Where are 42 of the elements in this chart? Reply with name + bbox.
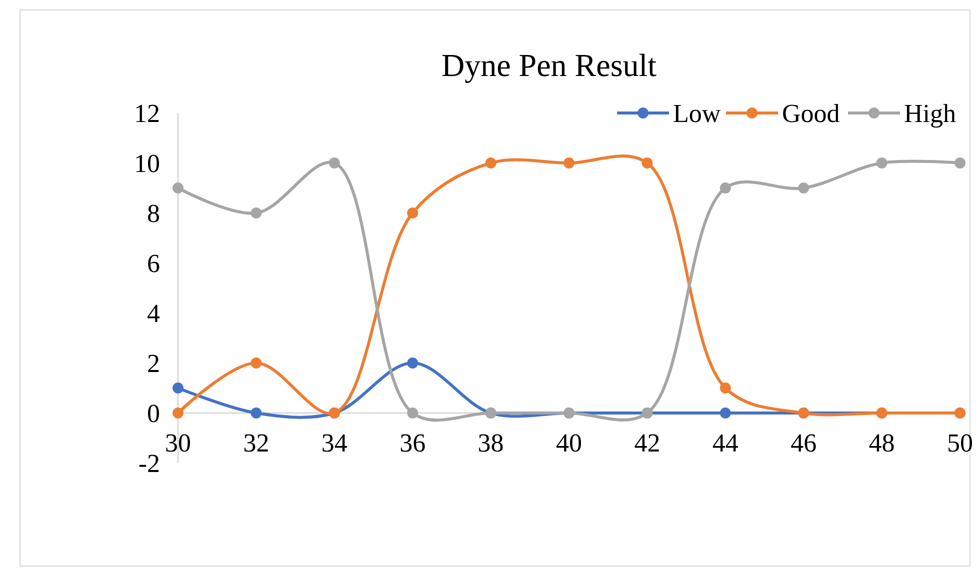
x-tick-label: 32 [243, 428, 270, 458]
x-tick-label: 48 [868, 428, 895, 458]
point [642, 158, 653, 168]
legend-label: Good [782, 99, 840, 128]
x-tick-label: 40 [556, 428, 582, 458]
point [172, 182, 184, 194]
y-tick-label: 4 [147, 299, 160, 328]
x-tick-label: 42 [634, 428, 660, 458]
y-tick-label: -2 [138, 449, 160, 478]
x-tick-label: 36 [400, 428, 426, 458]
x-tick-label: 30 [165, 428, 191, 458]
point [407, 358, 418, 368]
y-tick-label: 0 [147, 399, 160, 428]
legend-label: High [904, 99, 956, 128]
x-tick-label: 44 [712, 428, 738, 458]
legend-label: Low [673, 99, 721, 128]
y-tick-label: 12 [134, 99, 160, 128]
point [172, 408, 184, 418]
point [798, 182, 810, 194]
point [720, 382, 731, 394]
point [172, 382, 184, 394]
point [407, 208, 418, 218]
chart-title: Dyne Pen Result [441, 47, 657, 83]
y-tick-label: 6 [147, 249, 160, 278]
point [954, 158, 966, 168]
point [485, 158, 496, 168]
point [250, 408, 262, 418]
point [250, 208, 262, 218]
y-tick-label: 10 [134, 149, 160, 178]
point [876, 158, 888, 168]
y-tick-label: 2 [147, 349, 160, 378]
point [720, 408, 731, 418]
x-tick-label: 38 [478, 428, 504, 458]
x-tick-label: 46 [790, 428, 817, 458]
x-tick-label: 50 [947, 428, 973, 458]
point [720, 182, 731, 194]
point [250, 358, 262, 368]
y-tick-label: 8 [147, 199, 160, 228]
point [564, 158, 574, 168]
x-tick-label: 34 [321, 428, 348, 458]
point [328, 158, 340, 168]
point [407, 408, 418, 418]
